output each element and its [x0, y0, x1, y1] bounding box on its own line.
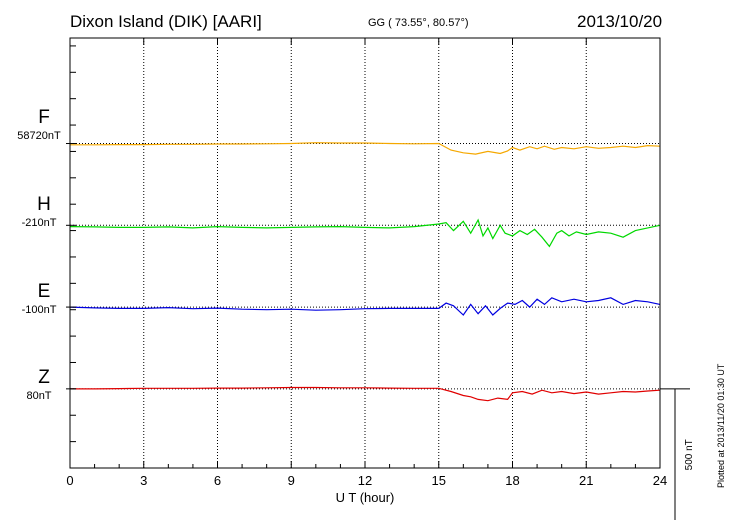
x-tick-label: 0	[66, 473, 73, 488]
x-tick-label: 12	[358, 473, 372, 488]
baseline-E: -100nT	[21, 304, 57, 316]
label-E: E	[37, 281, 51, 302]
x-tick-label: 15	[432, 473, 446, 488]
x-tick-label: 3	[140, 473, 147, 488]
plot-frame	[69, 37, 661, 469]
label-H: H	[37, 194, 51, 215]
series-line-H	[69, 218, 661, 248]
x-tick-label: 9	[288, 473, 295, 488]
station-title: Dixon Island (DIK) [AARI]	[70, 12, 262, 31]
baseline-H: -210nT	[21, 217, 57, 229]
station-coordinates: GG ( 73.55°, 80.57°)	[368, 17, 469, 29]
plotted-timestamp: Plotted at 2013/11/20 01:30 UT	[716, 363, 726, 488]
x-tick-label: 21	[579, 473, 593, 488]
series-line-E	[69, 297, 661, 316]
chart-date: 2013/10/20	[577, 12, 663, 31]
label-Z: Z	[38, 367, 50, 388]
x-axis-label: U T (hour)	[336, 490, 395, 505]
label-F: F	[38, 107, 50, 128]
scale-bar-label: 500 nT	[684, 439, 695, 470]
baseline-Z: 80nT	[26, 390, 52, 402]
series-line-F	[70, 142, 661, 155]
x-tick-label: 18	[505, 473, 519, 488]
x-tick-label: 24	[653, 473, 667, 488]
baseline-F: 58720nT	[17, 130, 61, 142]
series-line-Z	[70, 386, 661, 402]
x-tick-label: 6	[214, 473, 221, 488]
